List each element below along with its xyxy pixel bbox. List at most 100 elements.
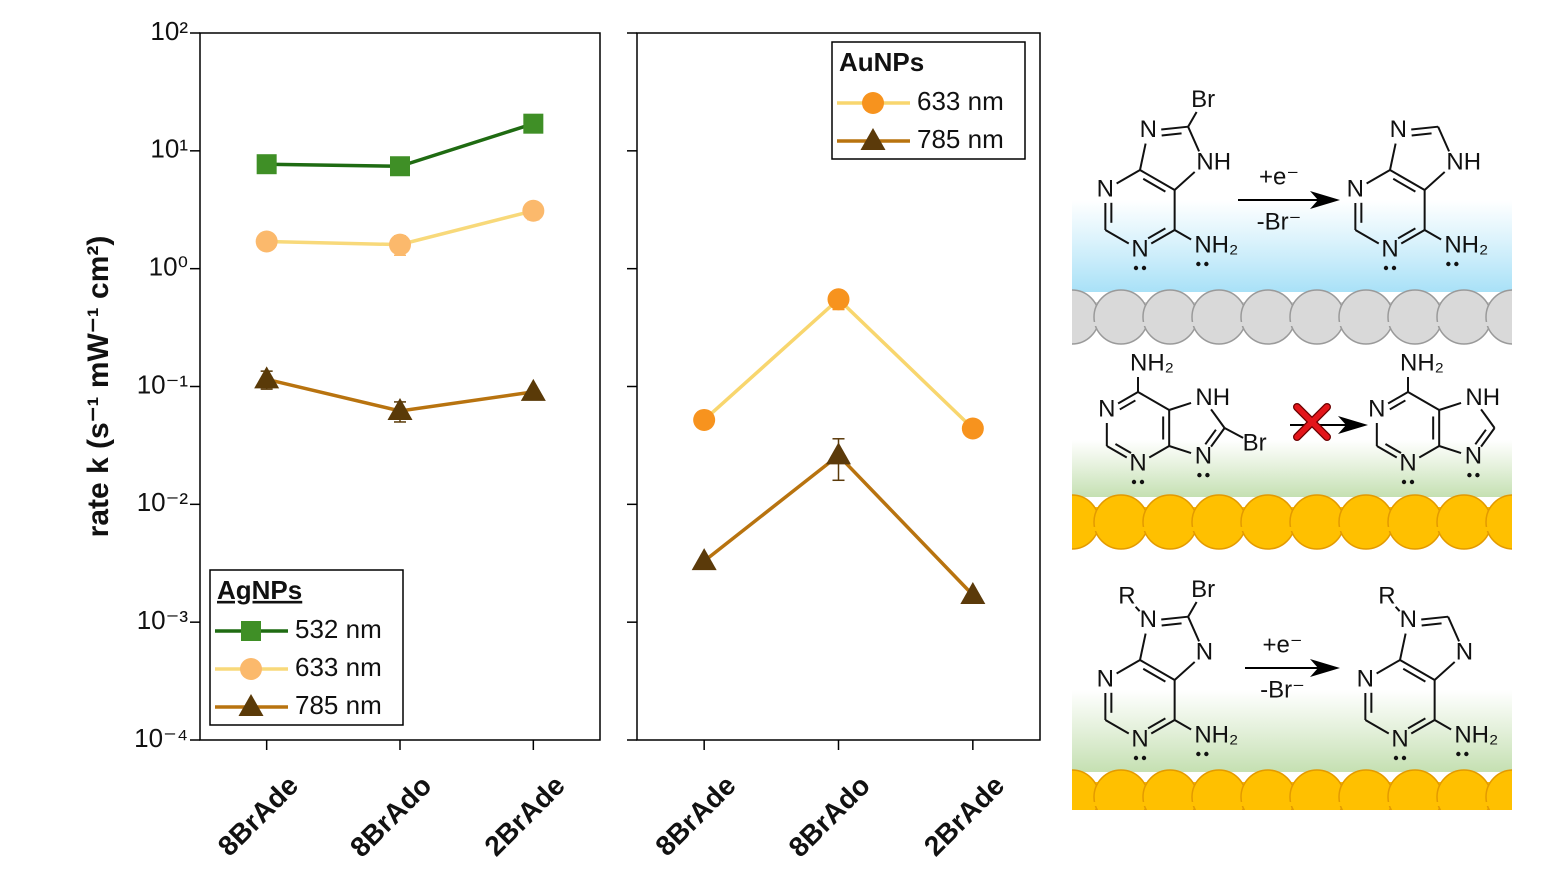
atom-label: N bbox=[1465, 442, 1482, 469]
atom-label: NH₂ bbox=[1400, 349, 1444, 376]
atom-label: Br bbox=[1243, 429, 1267, 456]
nanoparticle bbox=[1485, 769, 1512, 810]
atom-label: N bbox=[1131, 235, 1148, 262]
lone-pair-dot bbox=[1204, 261, 1209, 267]
nanoparticle bbox=[1387, 769, 1443, 810]
atom-label: N bbox=[1347, 175, 1364, 202]
legend-title: AuNPs bbox=[839, 47, 924, 77]
lone-pair-dot bbox=[1141, 755, 1147, 761]
lone-pair-dot bbox=[1401, 479, 1407, 485]
legend: AuNPs 633 nm 785 nm bbox=[831, 41, 1026, 160]
lone-pair-dot bbox=[1446, 261, 1451, 267]
bond bbox=[1139, 169, 1176, 191]
lone-pair-dot bbox=[1133, 755, 1139, 761]
double-bond bbox=[1389, 399, 1406, 411]
marker bbox=[254, 366, 280, 389]
lone-pair-dot bbox=[1391, 265, 1397, 271]
nanoparticle bbox=[1072, 494, 1100, 550]
bond bbox=[1438, 401, 1462, 411]
bond bbox=[1173, 661, 1196, 681]
bond bbox=[1421, 615, 1449, 621]
legend-box bbox=[209, 569, 404, 726]
legend-marker bbox=[241, 621, 261, 641]
bond bbox=[1394, 606, 1401, 612]
bond bbox=[1174, 229, 1192, 241]
bond bbox=[1411, 125, 1439, 131]
nanoparticle bbox=[1072, 289, 1100, 345]
x-tick-label: 2BrAde bbox=[918, 770, 1010, 862]
nanoparticle bbox=[1142, 769, 1198, 810]
scheme-backgrounds bbox=[1072, 200, 1512, 772]
legend-label: 785 nm bbox=[295, 690, 382, 720]
nanoparticle bbox=[1387, 494, 1443, 550]
double-bond bbox=[1392, 177, 1416, 193]
arrow-head bbox=[1338, 416, 1368, 434]
bond bbox=[1139, 659, 1176, 681]
marker bbox=[387, 397, 413, 420]
double-bond bbox=[1402, 667, 1426, 683]
arrow-label: -Br⁻ bbox=[1260, 676, 1305, 703]
x-tick-label: 8BrAde bbox=[212, 770, 304, 862]
bond bbox=[1210, 408, 1226, 429]
bond bbox=[1438, 445, 1462, 455]
double-bond bbox=[1114, 443, 1132, 454]
atom-label: N bbox=[1097, 665, 1114, 692]
bond bbox=[1389, 143, 1397, 171]
marker bbox=[256, 154, 277, 175]
bond bbox=[1399, 633, 1407, 661]
nanoparticle-surface bbox=[1072, 289, 1512, 345]
marker bbox=[693, 408, 716, 431]
bond bbox=[1399, 659, 1436, 681]
legend-label: 633 nm bbox=[917, 86, 1004, 116]
y-tick-label: 10¹ bbox=[150, 134, 188, 164]
nanoparticle bbox=[1191, 289, 1247, 345]
nanoparticle bbox=[1093, 289, 1149, 345]
atom-label: NH₂ bbox=[1454, 721, 1498, 748]
bond bbox=[1174, 719, 1192, 731]
bond bbox=[1424, 229, 1442, 241]
bond bbox=[1116, 169, 1141, 185]
bond bbox=[1168, 401, 1192, 411]
lone-pair-dot bbox=[1197, 472, 1202, 478]
nanoparticle-surface bbox=[1072, 769, 1512, 810]
marker bbox=[960, 582, 986, 605]
bond bbox=[1418, 445, 1440, 459]
bond bbox=[1366, 169, 1391, 185]
surface-fill bbox=[1072, 322, 1512, 326]
bond bbox=[1139, 633, 1147, 661]
atom-label: NH₂ bbox=[1194, 231, 1238, 258]
bond bbox=[1389, 169, 1426, 191]
double-bond bbox=[1161, 622, 1182, 627]
nanoparticle bbox=[1093, 494, 1149, 550]
legend-marker bbox=[860, 128, 886, 150]
double-bond bbox=[1421, 622, 1442, 627]
marker bbox=[255, 230, 278, 253]
lone-pair-dot bbox=[1131, 479, 1137, 485]
atom-label: R bbox=[1118, 582, 1135, 609]
bond bbox=[1480, 408, 1496, 429]
nanoparticle bbox=[1289, 289, 1345, 345]
atom-label: N bbox=[1390, 116, 1407, 143]
atom-label: N bbox=[1196, 639, 1213, 666]
lone-pair-dot bbox=[1393, 755, 1399, 761]
lone-pair-dot bbox=[1139, 479, 1145, 485]
y-tick-label: 10⁻² bbox=[137, 487, 189, 517]
legend-marker bbox=[240, 658, 262, 680]
lone-pair-dot bbox=[1205, 472, 1210, 478]
atom-label: N bbox=[1129, 449, 1146, 476]
legend-marker bbox=[238, 694, 264, 716]
lone-pair-dot bbox=[1196, 261, 1201, 267]
lone-pair-dot bbox=[1401, 755, 1407, 761]
y-tick-label: 10² bbox=[150, 16, 188, 46]
nanoparticle bbox=[1240, 289, 1296, 345]
atom-label: NH bbox=[1196, 149, 1231, 176]
bond bbox=[1354, 229, 1380, 245]
bond bbox=[1106, 445, 1128, 459]
bond bbox=[1364, 719, 1390, 735]
lone-pair-dot bbox=[1454, 261, 1459, 267]
atom-label: N bbox=[1399, 449, 1416, 476]
atom-label: Br bbox=[1191, 576, 1215, 603]
double-bond bbox=[1161, 132, 1182, 137]
x-tick-label: 8BrAdo bbox=[783, 770, 876, 863]
